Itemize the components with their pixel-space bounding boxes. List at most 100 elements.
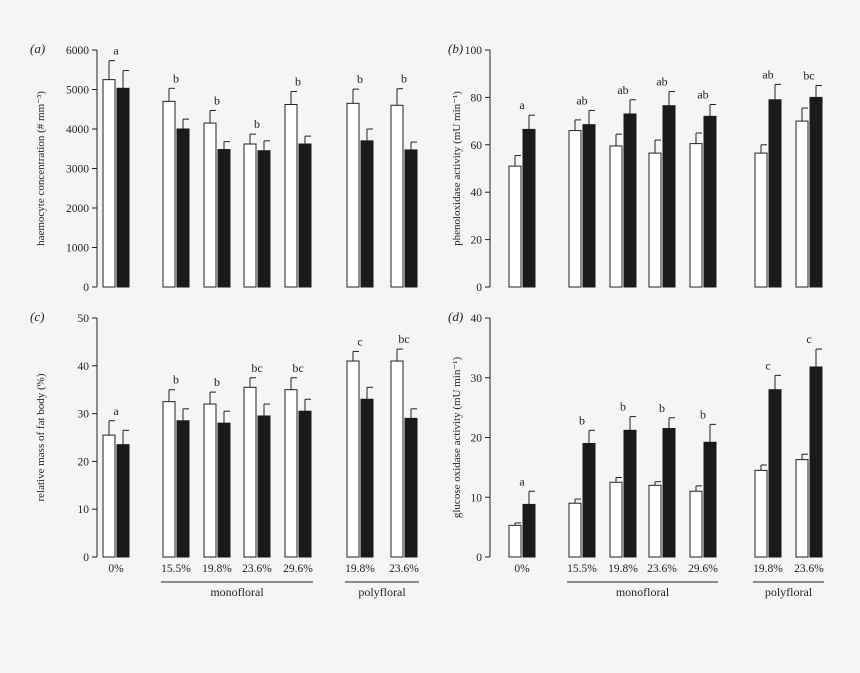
bar-open-a bbox=[162, 100, 176, 288]
bar-filled-a bbox=[360, 140, 374, 288]
bar-filled-c bbox=[176, 420, 190, 558]
y-tick-label-a: 2000 bbox=[66, 203, 89, 215]
bar-open-a bbox=[346, 102, 360, 288]
x-tick-label-c: 23.6% bbox=[389, 563, 419, 575]
bar-open-a bbox=[203, 122, 217, 288]
bar-filled-c bbox=[404, 417, 418, 558]
bar-filled-a bbox=[404, 149, 418, 288]
bar-filled-b bbox=[662, 105, 676, 288]
y-axis-title-c: relative mass of fat body (%) bbox=[35, 373, 47, 501]
y-tick-label-a: 4000 bbox=[66, 124, 89, 136]
bar-open-b bbox=[689, 143, 703, 288]
x-tick-label-d: 23.6% bbox=[794, 563, 824, 575]
bar-filled-b bbox=[809, 96, 823, 288]
significance-letter-a: b bbox=[295, 74, 301, 88]
bar-filled-c bbox=[116, 444, 130, 558]
x-tick-label-c: 19.8% bbox=[345, 563, 375, 575]
bar-filled-d bbox=[809, 366, 823, 558]
significance-letter-a: b bbox=[401, 72, 407, 86]
significance-letter-a: b bbox=[357, 72, 363, 86]
y-tick-label-d: 20 bbox=[471, 433, 483, 445]
panel-label-d: (d) bbox=[448, 309, 463, 324]
bar-open-c bbox=[203, 403, 217, 558]
y-tick-label-c: 50 bbox=[78, 313, 90, 325]
y-tick-label-c: 10 bbox=[78, 504, 90, 516]
significance-letter-b: ab bbox=[762, 67, 773, 81]
bar-open-d bbox=[568, 502, 582, 558]
bar-filled-b bbox=[582, 124, 596, 288]
bar-open-b bbox=[609, 145, 623, 288]
significance-letter-d: c bbox=[806, 332, 811, 346]
significance-letter-d: c bbox=[765, 358, 770, 372]
bar-open-d bbox=[754, 469, 768, 558]
significance-letter-c: bc bbox=[398, 332, 409, 346]
y-tick-label-d: 0 bbox=[476, 552, 482, 564]
bar-filled-c bbox=[298, 410, 312, 558]
bar-open-a bbox=[390, 104, 404, 288]
y-tick-label-d: 30 bbox=[471, 373, 483, 385]
y-tick-label-a: 3000 bbox=[66, 164, 89, 176]
y-axis-title-d: glucose oxidase activity (mU min⁻¹) bbox=[451, 357, 463, 519]
bar-filled-d bbox=[703, 441, 717, 558]
bar-filled-c bbox=[257, 415, 271, 558]
significance-letter-b: ab bbox=[617, 83, 628, 97]
significance-letter-c: c bbox=[357, 334, 362, 348]
bar-open-b bbox=[754, 152, 768, 288]
bar-open-c bbox=[243, 386, 257, 558]
bar-filled-c bbox=[217, 422, 231, 558]
bar-filled-a bbox=[217, 149, 231, 288]
bar-filled-a bbox=[176, 128, 190, 288]
x-tick-label-d: 15.5% bbox=[567, 563, 597, 575]
monofloral-label-d: monofloral bbox=[616, 585, 670, 599]
x-tick-label-d: 19.8% bbox=[608, 563, 638, 575]
y-tick-label-b: 40 bbox=[471, 187, 483, 199]
bar-open-d bbox=[609, 481, 623, 558]
bar-open-d bbox=[689, 490, 703, 558]
y-tick-label-a: 1000 bbox=[66, 243, 89, 255]
significance-letter-c: bc bbox=[251, 361, 262, 375]
x-tick-label-d: 0% bbox=[514, 563, 530, 575]
x-tick-label-d: 23.6% bbox=[647, 563, 677, 575]
bar-open-c bbox=[102, 434, 116, 558]
y-tick-label-c: 0 bbox=[83, 552, 89, 564]
significance-letter-a: b bbox=[254, 117, 260, 131]
significance-letter-d: a bbox=[519, 474, 525, 488]
bar-open-d bbox=[648, 484, 662, 558]
bar-open-c bbox=[390, 360, 404, 558]
significance-letter-d: b bbox=[700, 407, 706, 421]
bar-open-c bbox=[162, 401, 176, 558]
x-tick-label-d: 19.8% bbox=[753, 563, 783, 575]
bar-filled-d bbox=[662, 428, 676, 558]
y-tick-label-b: 80 bbox=[471, 92, 483, 104]
significance-letter-b: bc bbox=[803, 69, 814, 83]
bar-filled-b bbox=[703, 115, 717, 288]
bar-filled-b bbox=[768, 99, 782, 288]
bar-open-b bbox=[508, 165, 522, 288]
significance-letter-b: ab bbox=[697, 88, 708, 102]
y-tick-label-d: 40 bbox=[471, 313, 483, 325]
bar-open-c bbox=[346, 360, 360, 558]
y-tick-label-d: 10 bbox=[471, 492, 483, 504]
x-axis-labels-layer: 0% 15.5% 19.8% 23.6% 29.6% 19.8% 23.6% monoflor… bbox=[108, 563, 824, 599]
y-tick-label-a: 0 bbox=[83, 282, 89, 294]
bar-filled-d bbox=[582, 442, 596, 558]
panel-label-c: (c) bbox=[30, 309, 44, 324]
bar-filled-b bbox=[522, 128, 536, 288]
bar-open-a bbox=[284, 104, 298, 288]
y-tick-label-b: 20 bbox=[471, 235, 483, 247]
bar-open-d bbox=[508, 524, 522, 558]
x-tick-label-c: 23.6% bbox=[242, 563, 272, 575]
y-tick-label-b: 100 bbox=[465, 45, 483, 57]
panel-b: (b) 0 20 40 60 80 100 phenoloxidase activity (m… bbox=[448, 41, 823, 294]
bar-filled-d bbox=[522, 503, 536, 558]
significance-letter-d: b bbox=[620, 400, 626, 414]
significance-letter-c: bc bbox=[292, 361, 303, 375]
significance-letter-c: b bbox=[173, 373, 179, 387]
y-axis-title-a: haemocyte concentration (# mm⁻³) bbox=[35, 91, 47, 246]
x-tick-label-c: 29.6% bbox=[283, 563, 313, 575]
bar-filled-a bbox=[257, 150, 271, 288]
bar-open-d bbox=[795, 459, 809, 558]
y-tick-label-c: 40 bbox=[78, 361, 90, 373]
